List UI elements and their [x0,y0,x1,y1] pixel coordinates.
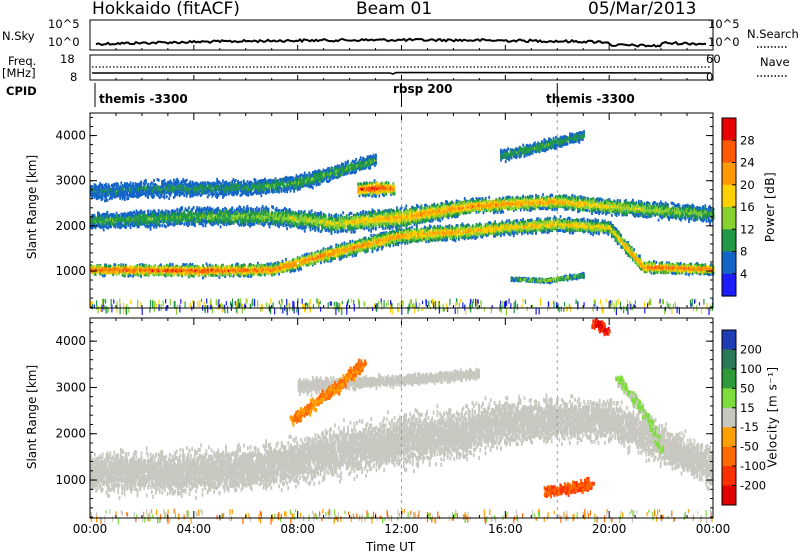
velocity-colorbar-tick-label: -15 [740,420,759,434]
velocity-ytick-label: 2000 [55,427,86,441]
power-colorbar-swatch [722,229,736,252]
power-band [357,179,395,198]
fitacf-rti-plot: 1000 2000 3000 4000 1000 2000 3000 4000 00:00 04:… [0,0,800,554]
velocity-colorbar-tick-label: -100 [740,459,766,473]
power-colorbar-tick-label: 16 [740,200,755,214]
power-colorbar-tick-label: 20 [740,178,755,192]
power-ytick-label: 4000 [55,129,86,143]
power-colorbar-tick-label: 12 [740,222,755,236]
velocity-colorbar-swatch [722,466,736,486]
power-ytick-label: 1000 [55,264,86,278]
velocity-colorbar-tick-label: -200 [740,479,766,493]
power-colorbar-tick-label: 4 [740,267,747,281]
velocity-colorbar-swatch [722,388,736,408]
power-data [90,130,714,285]
power-ylabel: Slant Range [km] [25,155,39,259]
power-band [511,272,585,285]
time-xtick-label: 04:00 [177,522,212,536]
power-ytick-label: 2000 [55,219,86,233]
velocity-colorbar-swatch [722,427,736,447]
time-xtick-label: 16:00 [488,522,523,536]
power-colorbar-swatch [722,118,736,141]
power-band [90,154,377,203]
power-colorbar-swatch [722,163,736,186]
power-colorbar-swatch [722,140,736,163]
velocity-ytick-label: 3000 [55,380,86,394]
time-xlabel: Time UT [366,540,415,554]
power-colorbar-swatch [722,185,736,208]
time-xtick-label: 20:00 [592,522,627,536]
time-xtick-label: 08:00 [280,522,315,536]
velocity-colorbar-tick-label: -50 [740,440,759,454]
velocity-colorbar-swatch [722,330,736,350]
velocity-ytick-label: 4000 [55,334,86,348]
time-xtick-label: 12:00 [384,522,419,536]
power-ytick-label: 3000 [55,174,86,188]
power-colorbar-tick-label: 24 [740,156,755,170]
power-colorbar-label: Power [dB] [763,172,777,242]
velocity-colorbar-swatch [722,369,736,389]
time-xtick-label: 00:00 [73,522,108,536]
velocity-colorbar-swatch [722,486,736,506]
ionospheric-scatter-region [290,359,367,427]
velocity-ylabel: Slant Range [km] [25,365,39,469]
time-xtick-label: 00:00 [696,522,731,536]
power-colorbar-swatch [722,274,736,297]
power-colorbar-swatch [722,207,736,230]
velocity-colorbar-label: Velocity [m s⁻¹] [766,366,780,467]
power-band [500,130,585,163]
power-colorbar-tick-label: 8 [740,245,747,259]
velocity-colorbar-tick-label: 200 [740,342,762,356]
velocity-ytick-label: 1000 [55,473,86,487]
power-colorbar-tick-label: 28 [740,133,755,147]
velocity-colorbar-swatch [722,447,736,467]
velocity-colorbar-swatch [722,408,736,428]
velocity-colorbar-tick-label: 100 [740,362,762,376]
velocity-colorbar-tick-label: 50 [740,381,755,395]
ionospheric-scatter-region [544,477,595,499]
velocity-colorbar-tick-label: 15 [740,401,755,415]
freq-trace [92,73,711,75]
power-colorbar-swatch [722,252,736,275]
ionospheric-scatter-region [591,319,610,337]
velocity-colorbar-swatch [722,349,736,369]
